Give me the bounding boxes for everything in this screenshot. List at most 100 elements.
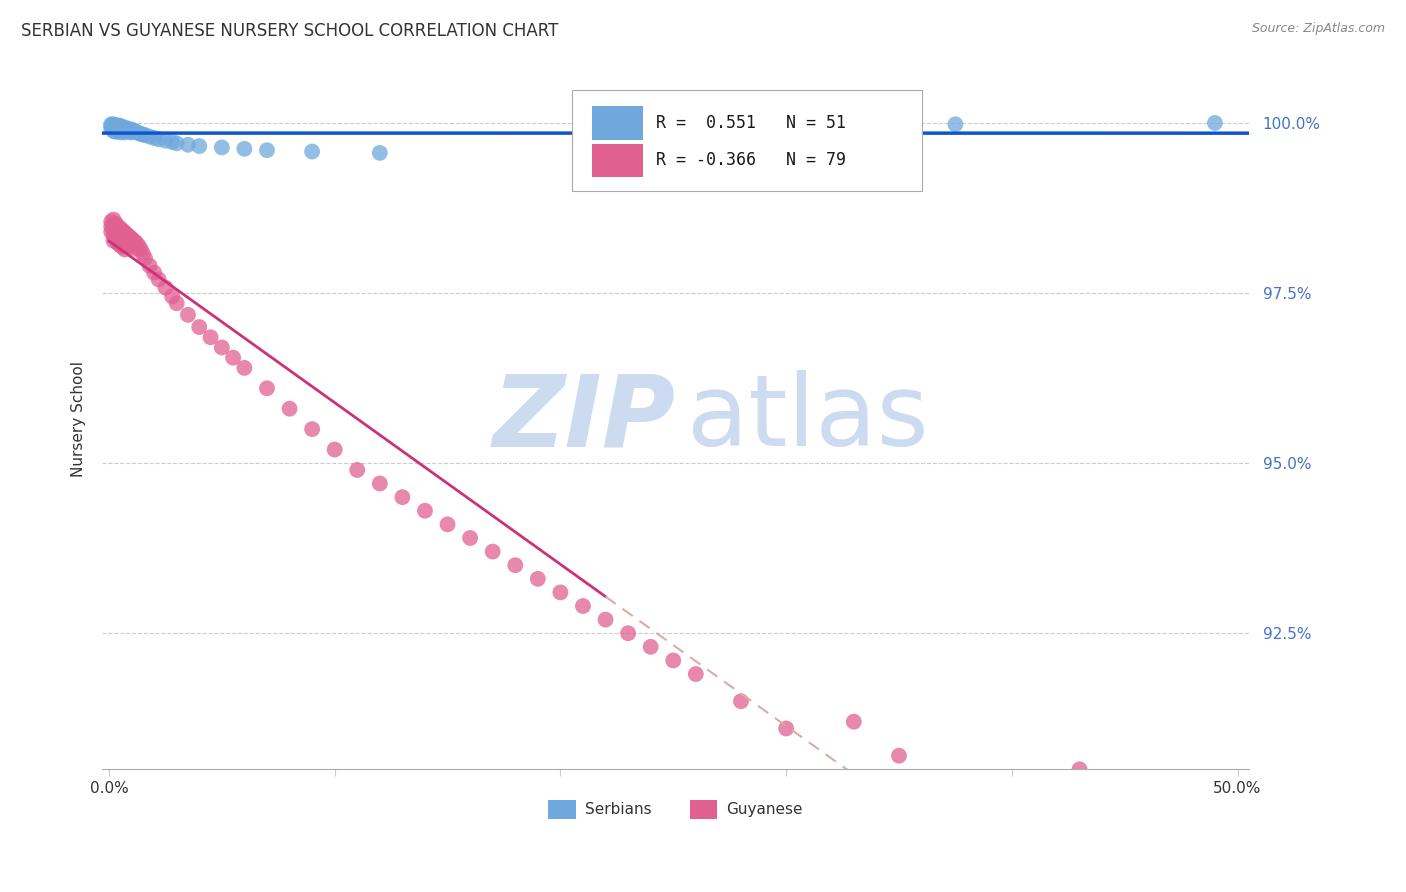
Point: [100, 225, 122, 239]
Point: [134, 252, 156, 266]
Point: [103, 218, 125, 232]
Point: [103, 117, 125, 131]
Point: [121, 126, 143, 140]
Text: R =  0.551   N = 51: R = 0.551 N = 51: [657, 114, 846, 132]
FancyBboxPatch shape: [572, 89, 922, 191]
Bar: [592, 144, 644, 178]
Point: [143, 131, 166, 145]
Point: [640, 640, 662, 654]
Point: [121, 237, 143, 252]
Point: [121, 122, 143, 136]
Point: [111, 235, 134, 249]
Point: [211, 341, 233, 355]
Point: [129, 127, 152, 141]
Point: [138, 259, 160, 273]
Point: [121, 232, 143, 246]
Text: R = -0.366   N = 79: R = -0.366 N = 79: [657, 152, 846, 169]
Point: [100, 117, 122, 131]
Point: [103, 223, 125, 237]
Point: [413, 504, 436, 518]
Point: [148, 272, 170, 286]
Point: [125, 242, 148, 256]
Point: [256, 143, 278, 157]
Point: [104, 125, 127, 139]
Point: [233, 142, 256, 156]
Point: [188, 320, 211, 334]
Point: [160, 135, 183, 149]
Point: [550, 585, 572, 599]
Point: [222, 351, 245, 365]
Point: [155, 134, 177, 148]
Point: [211, 140, 233, 154]
Point: [107, 225, 129, 239]
Point: [132, 128, 155, 142]
Point: [114, 120, 136, 135]
Text: atlas: atlas: [688, 370, 928, 467]
Point: [103, 212, 125, 227]
Point: [127, 126, 149, 140]
Point: [256, 381, 278, 395]
Point: [436, 517, 458, 532]
Point: [114, 243, 136, 257]
Point: [166, 296, 188, 310]
Point: [132, 246, 155, 260]
Point: [110, 126, 132, 140]
Point: [111, 228, 134, 243]
Point: [115, 233, 138, 247]
Point: [730, 694, 752, 708]
Point: [233, 360, 256, 375]
Point: [368, 476, 391, 491]
Point: [122, 240, 145, 254]
Point: [945, 117, 967, 131]
Point: [118, 122, 141, 136]
Point: [125, 235, 148, 250]
Point: [617, 626, 640, 640]
Point: [775, 722, 797, 736]
Point: [323, 442, 346, 457]
Point: [138, 129, 160, 144]
Point: [107, 230, 129, 244]
Point: [155, 280, 177, 294]
Point: [110, 120, 132, 135]
Point: [458, 531, 481, 545]
Point: [143, 266, 166, 280]
Point: [103, 121, 125, 136]
Point: [685, 667, 707, 681]
Point: [122, 234, 145, 248]
Point: [104, 227, 127, 241]
Point: [110, 238, 132, 252]
Point: [104, 122, 127, 136]
Point: [115, 227, 138, 242]
Point: [107, 219, 129, 234]
Point: [100, 121, 122, 136]
Point: [118, 125, 141, 139]
Point: [115, 121, 138, 136]
Point: [103, 120, 125, 134]
Point: [107, 123, 129, 137]
Point: [107, 119, 129, 133]
Point: [110, 221, 132, 235]
Point: [177, 137, 200, 152]
Point: [100, 214, 122, 228]
Point: [887, 748, 910, 763]
Point: [114, 226, 136, 240]
Point: [127, 238, 149, 252]
Point: [111, 223, 134, 237]
Point: [1069, 762, 1091, 776]
Point: [118, 229, 141, 244]
Point: [114, 237, 136, 252]
Point: [368, 145, 391, 160]
Point: [111, 120, 134, 134]
Point: [200, 330, 222, 344]
Point: [177, 308, 200, 322]
Point: [100, 219, 122, 234]
Point: [107, 120, 129, 135]
Text: SERBIAN VS GUYANESE NURSERY SCHOOL CORRELATION CHART: SERBIAN VS GUYANESE NURSERY SCHOOL CORRE…: [21, 22, 558, 40]
Text: Source: ZipAtlas.com: Source: ZipAtlas.com: [1251, 22, 1385, 36]
Point: [118, 235, 141, 250]
Point: [188, 139, 211, 153]
Point: [301, 422, 323, 436]
Point: [346, 463, 368, 477]
Point: [110, 232, 132, 246]
Point: [110, 122, 132, 136]
